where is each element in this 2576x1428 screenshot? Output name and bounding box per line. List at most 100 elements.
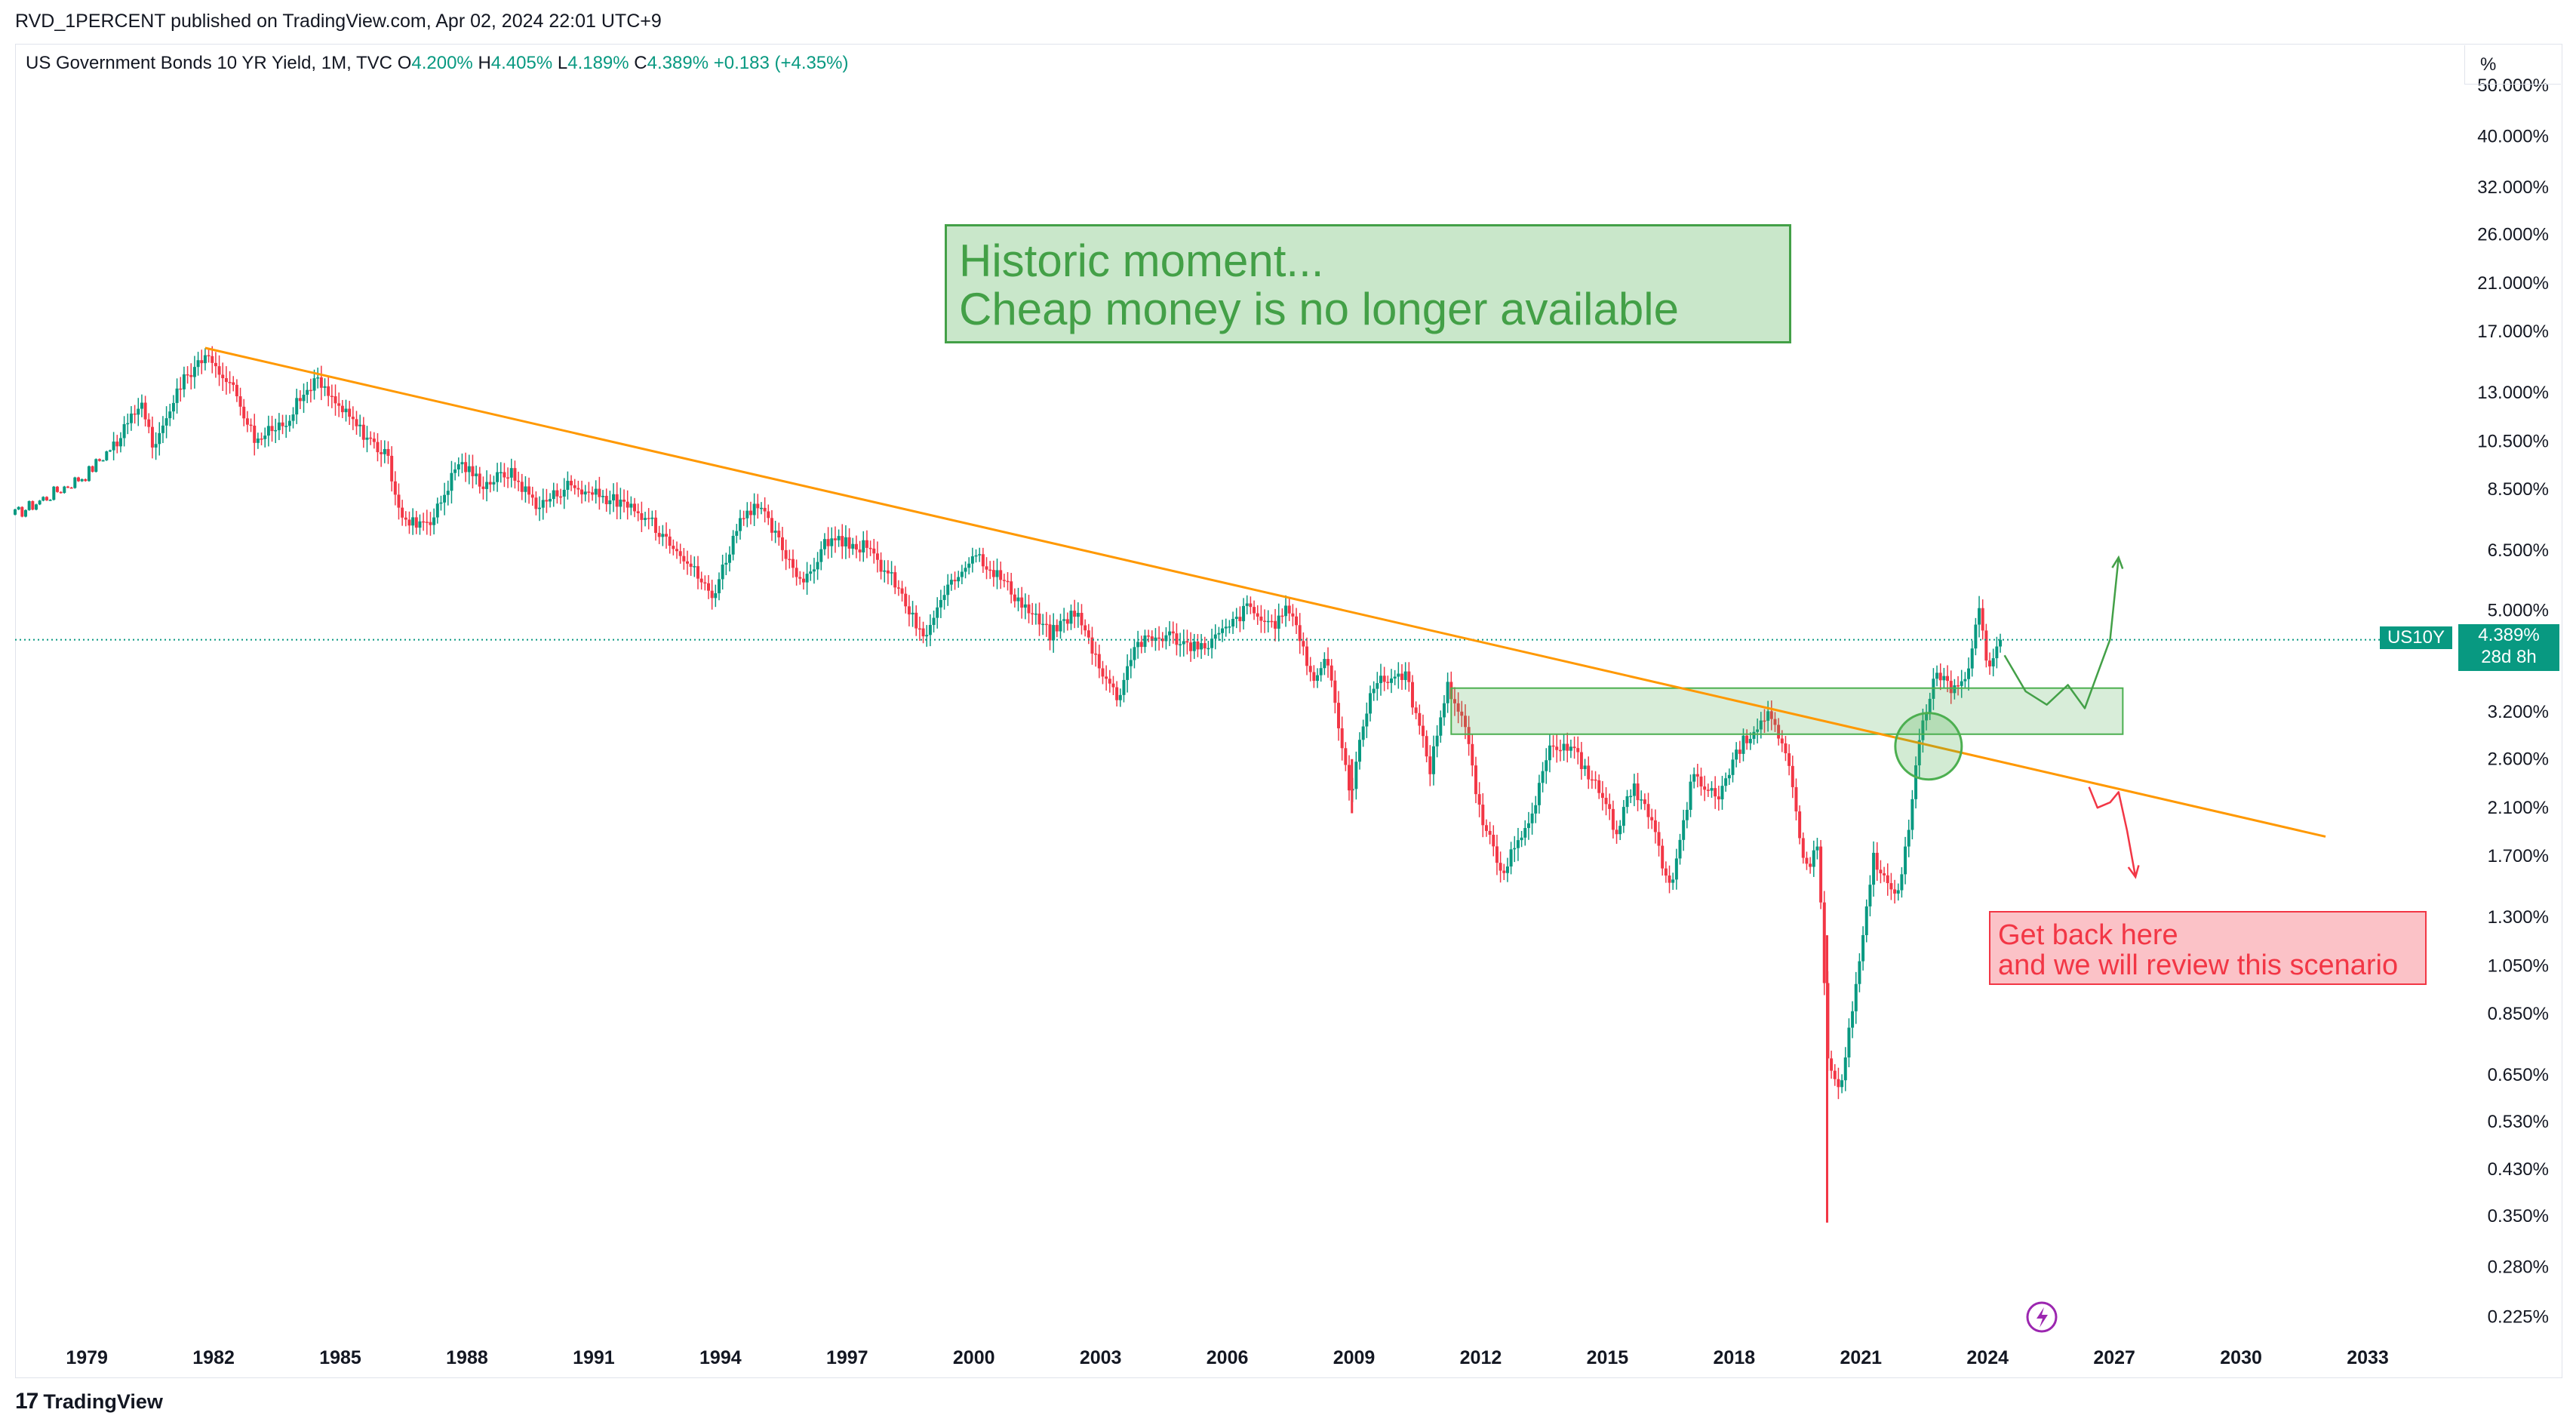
candle-body (1397, 673, 1400, 677)
candle-body (1714, 788, 1717, 797)
candle-body (1337, 703, 1341, 728)
legend-low-key: L (557, 53, 568, 73)
candle-body (464, 462, 468, 472)
candle-body (911, 612, 915, 615)
candle-body (1520, 837, 1523, 841)
legend-open-key: O (397, 53, 412, 73)
candle-body (344, 408, 348, 413)
candle-body (506, 477, 510, 479)
candle-body (1597, 780, 1601, 793)
candle-body (1917, 740, 1921, 766)
symbol-price-label: US10Y (2380, 626, 2452, 649)
candle-body (129, 413, 133, 423)
bar-countdown: 28d 8h (2481, 647, 2537, 667)
candle-body (1242, 605, 1246, 622)
candle-body (260, 439, 263, 440)
candle-body (629, 503, 633, 508)
candle-body (27, 500, 31, 510)
legend-high-key: H (478, 53, 491, 73)
x-tick-label: 2027 (2093, 1347, 2135, 1368)
annotation-review-scenario[interactable]: Get back here and we will review this sc… (1989, 911, 2427, 985)
y-tick-label: 0.430% (2488, 1159, 2549, 1180)
candle-body (1308, 666, 1312, 672)
candle-body (263, 435, 267, 439)
candle-body (724, 562, 728, 565)
candle-body (355, 419, 358, 426)
candle-body (1741, 735, 1745, 754)
candle-body (161, 425, 164, 433)
legend-change: +0.183 (+4.35%) (713, 53, 849, 73)
annotation-line-2: and we will review this scenario (1998, 949, 2399, 981)
candle-body (576, 488, 580, 490)
candle-body (488, 482, 492, 485)
candle-body (1837, 1079, 1840, 1088)
candle-body (791, 559, 795, 568)
candle-body (773, 531, 777, 533)
candle-body (232, 382, 235, 385)
x-tick-label: 1994 (699, 1347, 742, 1368)
y-tick-label: 5.000% (2488, 600, 2549, 620)
candle-body (678, 551, 682, 556)
drawings-layer[interactable] (15, 346, 2384, 1333)
tradingview-logo[interactable]: 17 TradingView (15, 1389, 163, 1414)
candle-body (1168, 631, 1172, 636)
x-tick-label: 1988 (446, 1347, 488, 1368)
y-tick-label: 50.000% (2477, 75, 2549, 96)
candle-body (73, 477, 77, 488)
axis-unit-toggle[interactable]: % (2464, 45, 2561, 85)
candle-body (970, 556, 974, 564)
candle-body (1010, 581, 1013, 595)
candle-body (1900, 874, 1904, 891)
y-tick-label: 40.000% (2477, 127, 2549, 147)
candle-body (1484, 825, 1488, 831)
candle-body (228, 382, 232, 383)
candle-body (1872, 852, 1876, 885)
candle-body (699, 578, 703, 583)
candle-body (1143, 635, 1147, 648)
candle-body (256, 439, 260, 443)
candle-body (1382, 676, 1386, 682)
candle-body (1530, 813, 1534, 823)
candle-body (665, 534, 669, 537)
candle-body (534, 497, 538, 509)
candle-body (1537, 783, 1541, 805)
candle-body (1044, 623, 1048, 626)
candle-body (731, 535, 735, 555)
candle-body (1329, 665, 1333, 681)
candle-body (453, 469, 457, 473)
candle-body (1769, 711, 1773, 719)
candle-body (1481, 805, 1485, 826)
candle-body (211, 355, 214, 363)
candle-body (1090, 637, 1094, 654)
candle-body (1921, 720, 1925, 740)
candle-body (1745, 735, 1749, 743)
candle-body (118, 438, 122, 447)
breakout-circle (1894, 712, 1963, 781)
candle-body (727, 554, 731, 563)
candle-body (143, 402, 147, 420)
candle-body (1160, 639, 1164, 642)
candle-body (439, 502, 443, 504)
candle-body (1287, 605, 1291, 614)
candle-body (1361, 726, 1365, 740)
candle-body (425, 522, 429, 523)
candle-body (1724, 778, 1728, 786)
candle-body (1861, 934, 1865, 962)
annotation-historic-moment[interactable]: Historic moment... Cheap money is no lon… (945, 224, 1791, 343)
candle-body (1526, 823, 1530, 829)
candle-body (939, 599, 942, 608)
last-price-label: 4.389% 28d 8h (2458, 624, 2559, 671)
legend-high: 4.405% (490, 53, 553, 73)
candle-body (446, 491, 450, 495)
candle-body (224, 378, 228, 383)
candle-body (38, 500, 41, 505)
candle-body (1868, 885, 1872, 906)
candle-body (407, 519, 411, 526)
chart-frame (15, 44, 2562, 1378)
candle-body (1886, 875, 1889, 884)
candle-body (1302, 641, 1305, 647)
candle-body (1389, 678, 1393, 683)
candle-body (245, 418, 249, 425)
candle-body (1452, 699, 1456, 703)
